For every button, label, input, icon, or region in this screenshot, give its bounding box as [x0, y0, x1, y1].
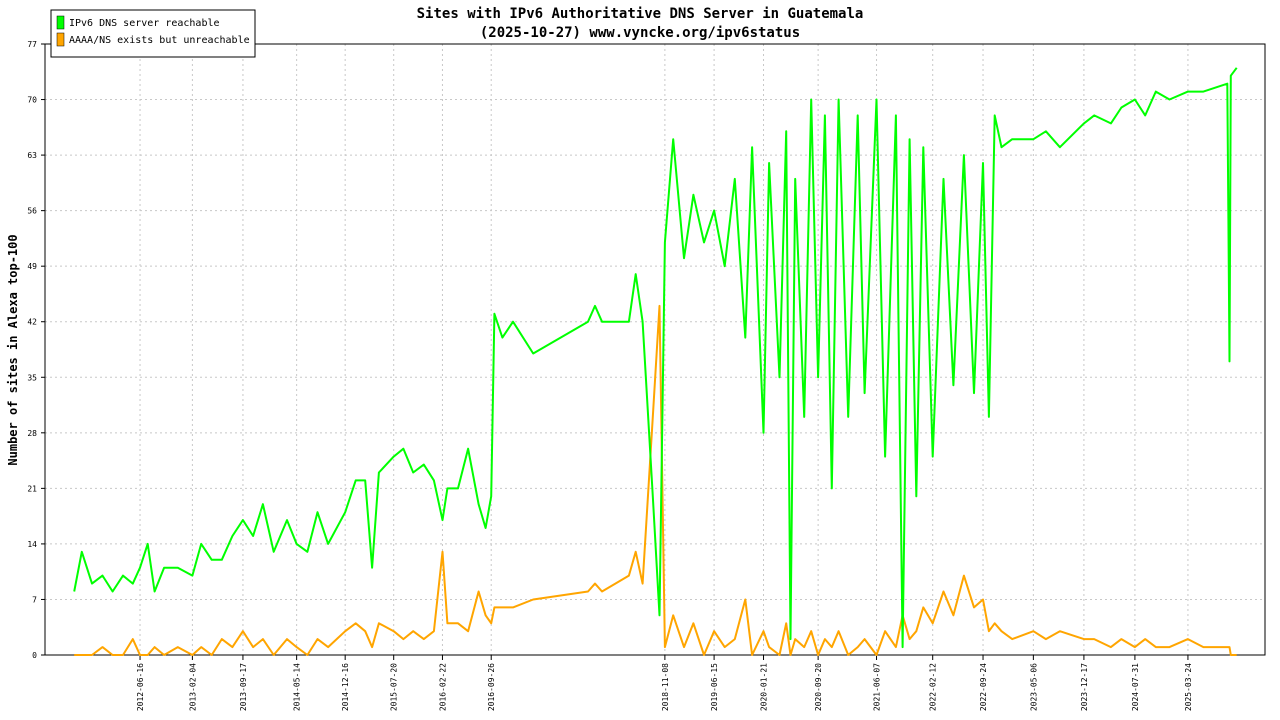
y-tick-label: 70: [27, 96, 37, 105]
x-tick-label: 2018-11-08: [661, 663, 670, 711]
data-line: [74, 304, 1237, 656]
x-tick-label: 2014-12-16: [341, 663, 350, 711]
x-tick-label: 2016-02-22: [438, 663, 447, 711]
y-tick-label: 35: [27, 373, 37, 382]
legend-label: IPv6 DNS server reachable: [69, 18, 220, 29]
legend-label: AAAA/NS exists but unreachable: [69, 35, 250, 46]
x-tick-label: 2013-02-04: [188, 663, 197, 711]
y-tick-label: 49: [27, 262, 37, 271]
y-tick-label: 14: [27, 540, 37, 549]
x-tick-label: 2022-02-12: [929, 663, 938, 711]
plot-frame: [44, 43, 1266, 656]
x-tick-label: 2024-07-31: [1131, 663, 1140, 711]
chart-subtitle: (2025-10-27) www.vyncke.org/ipv6status: [480, 25, 800, 41]
x-tick-label: 2016-09-26: [487, 663, 496, 711]
x-tick-label: 2015-07-20: [390, 663, 399, 711]
x-tick-label: 2013-09-17: [239, 663, 248, 711]
legend-box: [50, 9, 256, 58]
data-line: [73, 67, 1238, 649]
x-tick-label: 2019-06-15: [710, 663, 719, 711]
x-tick-label: 2020-09-20: [814, 663, 823, 711]
x-tick-label: 2025-03-24: [1184, 663, 1193, 711]
y-tick-label: 21: [27, 484, 37, 493]
x-tick-label: 2022-09-24: [979, 663, 988, 711]
y-tick-label: 28: [27, 429, 37, 438]
chart-title: Sites with IPv6 Authoritative DNS Server…: [417, 6, 864, 22]
x-tick-label: 2023-12-17: [1080, 663, 1089, 711]
x-tick-label: 2023-05-06: [1029, 663, 1038, 711]
legend-swatch: [56, 15, 65, 30]
y-tick-label: 42: [27, 318, 37, 327]
x-tick-label: 2021-06-07: [873, 663, 882, 711]
y-tick-label: 56: [27, 207, 37, 216]
y-tick-label: 63: [27, 151, 37, 160]
y-axis-label: Number of sites in Alexa top-100: [6, 234, 20, 465]
x-tick-label: 2014-05-14: [293, 663, 302, 711]
x-tick-label: 2020-01-21: [760, 663, 769, 711]
legend-swatch: [56, 32, 65, 47]
y-tick-label: 0: [32, 651, 37, 660]
x-tick-label: 2012-06-16: [136, 663, 145, 711]
y-tick-label: 7: [32, 595, 37, 604]
y-tick-label: 77: [27, 40, 37, 49]
